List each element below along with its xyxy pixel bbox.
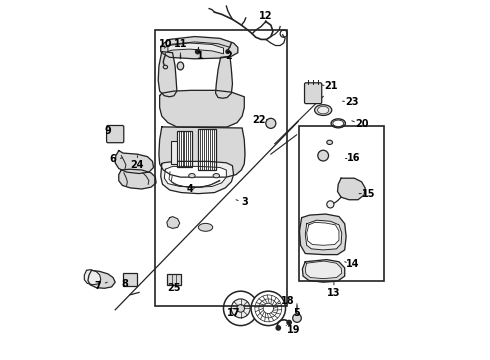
Polygon shape xyxy=(307,222,339,245)
Text: 22: 22 xyxy=(252,115,266,125)
Circle shape xyxy=(318,150,329,161)
Circle shape xyxy=(251,291,286,325)
Text: 5: 5 xyxy=(294,309,300,318)
Circle shape xyxy=(231,299,250,318)
Bar xyxy=(167,274,181,285)
Ellipse shape xyxy=(331,119,345,128)
Polygon shape xyxy=(302,260,344,282)
Ellipse shape xyxy=(163,65,168,69)
Ellipse shape xyxy=(177,62,184,70)
Text: 20: 20 xyxy=(355,120,368,129)
Text: 21: 21 xyxy=(324,81,338,91)
Bar xyxy=(172,140,177,164)
Circle shape xyxy=(223,291,258,325)
Circle shape xyxy=(327,201,334,208)
Ellipse shape xyxy=(189,174,195,178)
Text: 25: 25 xyxy=(167,283,181,293)
Polygon shape xyxy=(158,51,177,97)
Bar xyxy=(299,126,384,281)
Text: 24: 24 xyxy=(131,160,144,170)
Ellipse shape xyxy=(318,106,329,114)
Text: 3: 3 xyxy=(242,197,248,207)
Ellipse shape xyxy=(333,120,343,127)
Polygon shape xyxy=(338,178,365,200)
Bar xyxy=(155,30,287,306)
Circle shape xyxy=(226,50,230,53)
Text: 4: 4 xyxy=(187,184,194,194)
Circle shape xyxy=(196,49,200,54)
Text: 9: 9 xyxy=(105,126,111,135)
Bar xyxy=(197,129,216,170)
Text: 1: 1 xyxy=(197,51,203,61)
Ellipse shape xyxy=(315,105,332,116)
Polygon shape xyxy=(119,169,156,189)
Text: 2: 2 xyxy=(225,51,232,61)
Polygon shape xyxy=(168,43,223,54)
Text: 14: 14 xyxy=(346,259,359,269)
Text: 8: 8 xyxy=(122,279,128,289)
Bar xyxy=(177,131,192,167)
Ellipse shape xyxy=(213,174,220,178)
Polygon shape xyxy=(161,161,234,194)
Polygon shape xyxy=(305,261,342,279)
Polygon shape xyxy=(299,214,346,255)
Polygon shape xyxy=(160,90,245,127)
Text: 13: 13 xyxy=(327,288,341,298)
Circle shape xyxy=(237,305,245,312)
Circle shape xyxy=(266,118,276,129)
Polygon shape xyxy=(159,127,245,177)
Circle shape xyxy=(293,314,301,322)
Text: 17: 17 xyxy=(227,309,240,318)
Text: 12: 12 xyxy=(259,11,272,21)
Text: 6: 6 xyxy=(110,154,117,164)
Text: 18: 18 xyxy=(280,296,294,306)
Text: 11: 11 xyxy=(173,40,187,49)
Text: 23: 23 xyxy=(345,97,359,107)
Circle shape xyxy=(287,320,292,325)
Bar xyxy=(123,273,137,286)
Ellipse shape xyxy=(327,140,333,144)
Polygon shape xyxy=(161,37,238,59)
Polygon shape xyxy=(115,150,153,174)
Polygon shape xyxy=(216,56,232,98)
Circle shape xyxy=(276,326,280,330)
Text: 15: 15 xyxy=(362,189,375,199)
Text: 16: 16 xyxy=(346,153,360,163)
FancyBboxPatch shape xyxy=(107,126,124,143)
Polygon shape xyxy=(164,166,226,187)
Text: 10: 10 xyxy=(159,40,172,49)
Polygon shape xyxy=(167,217,180,228)
Text: 7: 7 xyxy=(95,281,101,291)
FancyBboxPatch shape xyxy=(304,83,322,104)
Polygon shape xyxy=(84,270,101,285)
Text: 19: 19 xyxy=(287,325,300,335)
Polygon shape xyxy=(88,270,115,288)
Polygon shape xyxy=(305,220,342,250)
Ellipse shape xyxy=(198,224,213,231)
